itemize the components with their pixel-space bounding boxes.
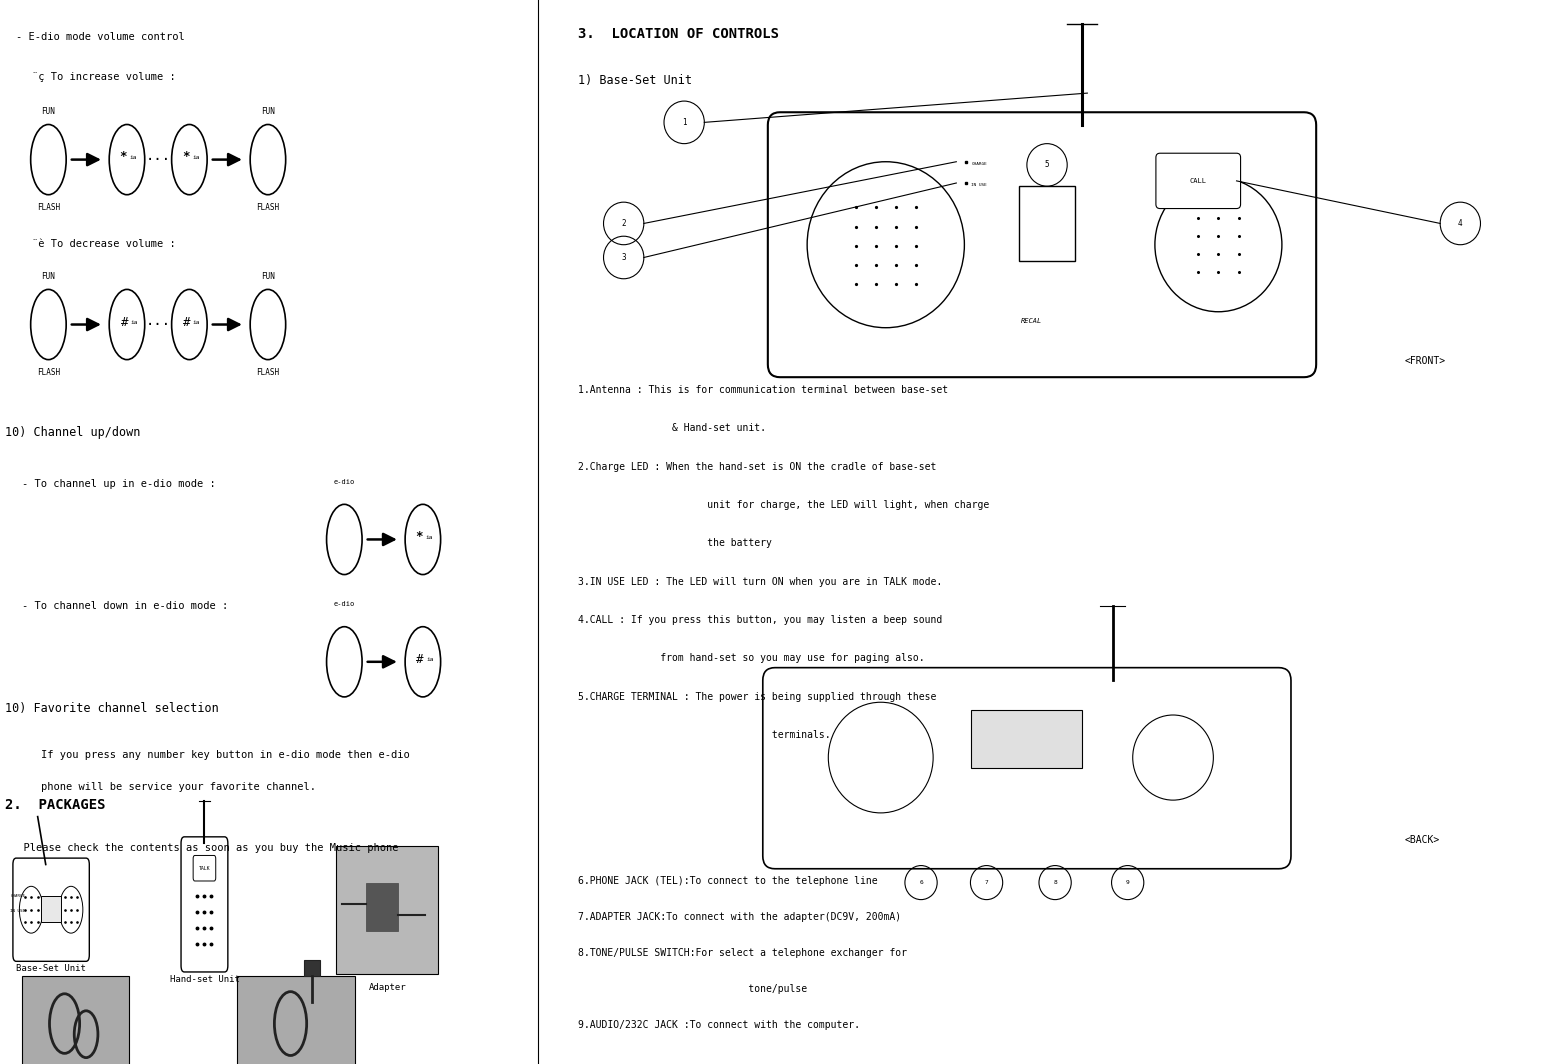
Text: #: # — [121, 316, 128, 329]
Text: 3.  LOCATION OF CONTROLS: 3. LOCATION OF CONTROLS — [578, 27, 779, 40]
Text: FUN: FUN — [261, 107, 275, 116]
Text: Adapter: Adapter — [368, 982, 407, 992]
Text: RECAL: RECAL — [1022, 318, 1042, 325]
FancyBboxPatch shape — [42, 896, 60, 922]
Text: CHARGE: CHARGE — [11, 894, 25, 898]
Text: 7: 7 — [985, 880, 988, 885]
Text: FUN: FUN — [261, 272, 275, 281]
Text: ...: ... — [145, 314, 170, 329]
FancyBboxPatch shape — [12, 858, 90, 962]
Text: 5.CHARGE TERMINAL : The power is being supplied through these: 5.CHARGE TERMINAL : The power is being s… — [578, 692, 937, 701]
Text: 1.Antenna : This is for communication terminal between base-set: 1.Antenna : This is for communication te… — [578, 385, 948, 395]
Text: FLASH: FLASH — [37, 368, 60, 377]
Text: IN USE: IN USE — [11, 909, 25, 913]
Text: *: * — [182, 150, 189, 163]
Text: FLASH: FLASH — [257, 203, 280, 212]
Text: - To channel down in e-dio mode :: - To channel down in e-dio mode : — [22, 601, 227, 611]
Text: ¨è To decrease volume :: ¨è To decrease volume : — [32, 239, 176, 249]
Text: 2.  PACKAGES: 2. PACKAGES — [5, 798, 105, 812]
FancyBboxPatch shape — [762, 668, 1291, 868]
Text: FUN: FUN — [42, 107, 56, 116]
FancyBboxPatch shape — [22, 976, 130, 1064]
Text: tone/pulse: tone/pulse — [578, 984, 807, 994]
Text: Please check the contents as soon as you buy the Music phone: Please check the contents as soon as you… — [11, 843, 399, 852]
Text: the battery: the battery — [578, 538, 771, 548]
Text: *: * — [416, 530, 424, 543]
FancyBboxPatch shape — [237, 976, 356, 1064]
Text: 9.AUDIO/232C JACK :To connect with the computer.: 9.AUDIO/232C JACK :To connect with the c… — [578, 1020, 860, 1030]
Text: <FRONT>: <FRONT> — [1405, 355, 1446, 366]
FancyBboxPatch shape — [768, 113, 1316, 378]
Text: 2: 2 — [621, 219, 626, 228]
Text: 7.ADAPTER JACK:To connect with the adapter(DC9V, 200mA): 7.ADAPTER JACK:To connect with the adapt… — [578, 912, 901, 921]
Text: ...: ... — [145, 149, 170, 164]
Text: ia: ia — [427, 658, 433, 662]
Text: ia: ia — [130, 155, 138, 160]
Text: 10) Channel up/down: 10) Channel up/down — [5, 426, 141, 438]
Text: phone will be service your favorite channel.: phone will be service your favorite chan… — [15, 782, 315, 792]
FancyBboxPatch shape — [335, 846, 439, 974]
Text: e-dio: e-dio — [334, 479, 356, 485]
FancyBboxPatch shape — [1156, 153, 1240, 209]
FancyBboxPatch shape — [366, 883, 399, 931]
Text: 1) Base-Set Unit: 1) Base-Set Unit — [578, 74, 693, 87]
Text: Hand-set Unit: Hand-set Unit — [170, 975, 240, 983]
Text: & Hand-set unit.: & Hand-set unit. — [578, 423, 767, 433]
Text: ¨ç To increase volume :: ¨ç To increase volume : — [32, 72, 176, 82]
Text: 3: 3 — [621, 253, 626, 262]
Text: CALL: CALL — [1190, 178, 1207, 184]
Text: FLASH: FLASH — [37, 203, 60, 212]
Text: e-dio: e-dio — [334, 601, 356, 608]
Text: 1: 1 — [682, 118, 686, 127]
Text: 4: 4 — [1458, 219, 1463, 228]
Text: <BACK>: <BACK> — [1405, 834, 1441, 845]
Text: unit for charge, the LED will light, when charge: unit for charge, the LED will light, whe… — [578, 500, 989, 510]
FancyBboxPatch shape — [971, 710, 1082, 768]
Text: 8: 8 — [1053, 880, 1057, 885]
Text: terminals.: terminals. — [578, 730, 830, 739]
Text: CHARGE: CHARGE — [971, 162, 988, 166]
Text: ia: ia — [192, 155, 199, 160]
Text: 10) Favorite channel selection: 10) Favorite channel selection — [5, 702, 220, 715]
Text: If you press any number key button in e-dio mode then e-dio: If you press any number key button in e-… — [15, 750, 410, 760]
FancyBboxPatch shape — [305, 960, 320, 976]
FancyBboxPatch shape — [1019, 186, 1076, 261]
Text: 3.IN USE LED : The LED will turn ON when you are in TALK mode.: 3.IN USE LED : The LED will turn ON when… — [578, 577, 943, 586]
Text: #: # — [182, 316, 190, 329]
Text: - E-dio mode volume control: - E-dio mode volume control — [15, 32, 186, 41]
Text: 9: 9 — [1125, 880, 1130, 885]
FancyBboxPatch shape — [193, 855, 216, 881]
Text: FUN: FUN — [42, 272, 56, 281]
Text: - To channel up in e-dio mode :: - To channel up in e-dio mode : — [22, 479, 215, 488]
Text: TALK: TALK — [199, 866, 210, 870]
Text: 5: 5 — [1045, 161, 1050, 169]
Text: IN USE: IN USE — [971, 183, 988, 187]
Text: 8.TONE/PULSE SWITCH:For select a telephone exchanger for: 8.TONE/PULSE SWITCH:For select a telepho… — [578, 948, 908, 958]
Text: #: # — [416, 653, 424, 666]
Text: ia: ia — [130, 320, 138, 325]
FancyBboxPatch shape — [181, 836, 227, 972]
Text: FLASH: FLASH — [257, 368, 280, 377]
Text: 6.PHONE JACK (TEL):To connect to the telephone line: 6.PHONE JACK (TEL):To connect to the tel… — [578, 876, 878, 885]
Text: *: * — [119, 150, 127, 163]
Text: 4.CALL : If you press this button, you may listen a beep sound: 4.CALL : If you press this button, you m… — [578, 615, 943, 625]
Text: 6: 6 — [920, 880, 923, 885]
Text: ia: ia — [193, 320, 199, 325]
Text: from hand-set so you may use for paging also.: from hand-set so you may use for paging … — [578, 653, 925, 663]
Text: Base-Set Unit: Base-Set Unit — [15, 964, 87, 972]
Text: ia: ia — [425, 535, 433, 539]
Text: 2.Charge LED : When the hand-set is ON the cradle of base-set: 2.Charge LED : When the hand-set is ON t… — [578, 462, 937, 471]
